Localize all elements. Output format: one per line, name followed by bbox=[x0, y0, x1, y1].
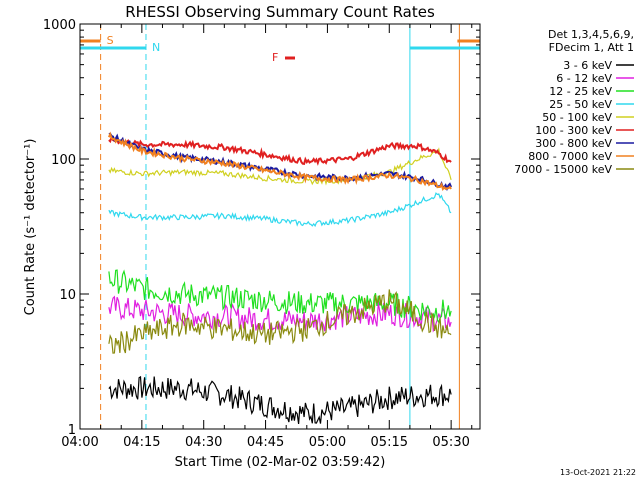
x-tick-label: 04:15 bbox=[123, 435, 160, 450]
y-tick-label: 10 bbox=[59, 288, 76, 303]
series-line-50-100-kev bbox=[108, 147, 452, 186]
series-line-300-800-kev bbox=[108, 132, 453, 192]
flag-f-label: F bbox=[272, 51, 278, 64]
legend-label-25-50-kev: 25 - 50 keV bbox=[549, 98, 612, 111]
legend-label-3-6-kev: 3 - 6 keV bbox=[563, 59, 612, 72]
legend-title-line-2: FDecim 1, Att 1 bbox=[549, 41, 634, 54]
series-line-12-25-kev bbox=[108, 269, 452, 325]
legend-label-50-100-kev: 50 - 100 keV bbox=[542, 111, 612, 124]
legend-label-12-25-kev: 12 - 25 keV bbox=[549, 85, 612, 98]
x-tick-label: 04:00 bbox=[61, 435, 98, 450]
flag-n-label: N bbox=[152, 41, 160, 54]
y-tick-label: 100 bbox=[51, 153, 76, 168]
x-tick-label: 05:15 bbox=[371, 435, 408, 450]
legend-label-300-800-kev: 300 - 800 keV bbox=[535, 137, 612, 150]
x-tick-label: 04:30 bbox=[185, 435, 222, 450]
series-line-6-12-kev bbox=[108, 295, 452, 333]
legend-label-100-300-kev: 100 - 300 keV bbox=[535, 124, 612, 137]
series-line-3-6-kev bbox=[108, 375, 452, 424]
legend-title-line-1: Det 1,3,4,5,6,9, bbox=[548, 28, 634, 41]
series-line-7000-15000-kev bbox=[108, 289, 452, 354]
series-line-25-50-kev bbox=[108, 192, 452, 228]
legend-label-6-12-kev: 6 - 12 keV bbox=[556, 72, 612, 85]
y-tick-label: 1 bbox=[68, 423, 76, 438]
series-line-100-300-kev bbox=[108, 134, 452, 166]
x-tick-label: 05:30 bbox=[432, 435, 469, 450]
legend-label-800-7000-kev: 800 - 7000 keV bbox=[528, 150, 612, 163]
y-axis-label: Count Rate (s⁻¹ detector⁻¹) bbox=[23, 139, 38, 316]
y-tick-label: 1000 bbox=[43, 18, 76, 33]
flag-layer: S N F bbox=[80, 24, 480, 429]
x-axis-label: Start Time (02-Mar-02 03:59:42) bbox=[175, 455, 386, 470]
axis-ticks: 04:00 04:15 04:30 04:45 05:00 05:15 05:30 1 10 10… bbox=[43, 18, 480, 450]
flag-s-label: S bbox=[107, 34, 114, 47]
footer-timestamp: 13-Oct-2021 21:22 bbox=[560, 468, 636, 477]
chart-title: RHESSI Observing Summary Count Rates bbox=[125, 3, 435, 21]
series-layer bbox=[107, 131, 453, 424]
series-line-800-7000-kev bbox=[107, 131, 452, 192]
legend-label-7000-15000-kev: 7000 - 15000 keV bbox=[514, 163, 612, 176]
x-tick-label: 05:00 bbox=[309, 435, 346, 450]
x-tick-label: 04:45 bbox=[247, 435, 284, 450]
plot-frame bbox=[79, 23, 481, 430]
